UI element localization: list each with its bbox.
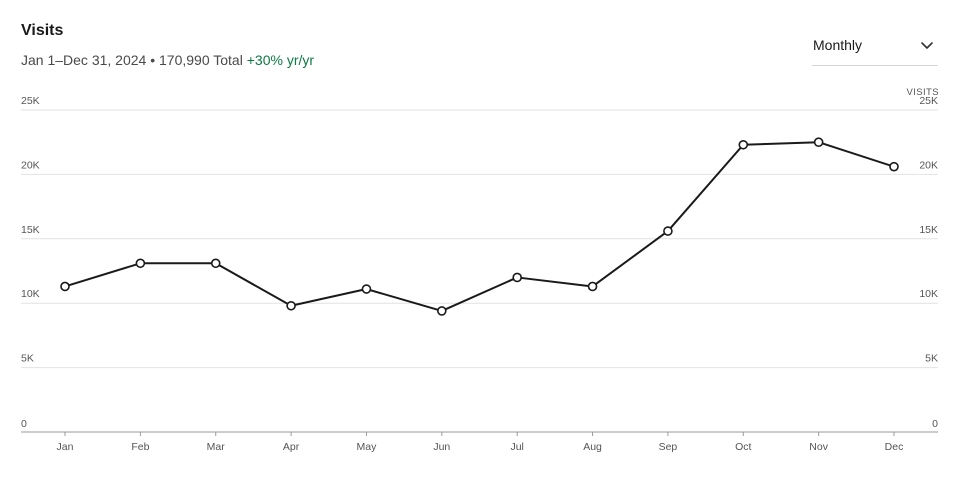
y-tick-label-left: 0 <box>21 418 27 430</box>
y-tick-label-right: 10K <box>919 288 938 300</box>
period-select[interactable]: Monthly <box>812 28 938 66</box>
y-tick-label-right: 20K <box>919 159 938 171</box>
chevron-down-icon <box>921 42 933 49</box>
date-range: Jan 1–Dec 31, 2024 <box>21 52 147 68</box>
y-tick-label-left: 10K <box>21 288 40 300</box>
x-tick-label: Mar <box>207 441 226 453</box>
data-point <box>437 306 447 316</box>
x-tick-label: Jan <box>57 441 74 453</box>
x-tick-label: Sep <box>659 441 678 453</box>
data-point <box>361 284 372 294</box>
data-point <box>813 137 824 147</box>
y-tick-label-right: 25K <box>919 95 938 107</box>
x-tick-label: Jul <box>510 441 523 453</box>
x-tick-label: Oct <box>735 441 751 453</box>
data-points <box>60 137 899 316</box>
x-tick-label: Dec <box>885 441 904 453</box>
data-point <box>738 139 749 150</box>
y-tick-label-left: 20K <box>21 159 40 171</box>
data-point <box>60 281 70 292</box>
growth-indicator: +30% yr/yr <box>246 52 315 68</box>
data-point <box>663 226 673 236</box>
series-line <box>64 141 895 312</box>
y-tick-label-left: 5K <box>21 353 34 365</box>
x-tick-label: Apr <box>283 441 300 453</box>
data-point <box>512 272 522 283</box>
y-tick-label-right: 0 <box>932 418 938 430</box>
x-tick-label: Feb <box>131 441 149 453</box>
grid-lines <box>21 109 938 369</box>
right-axis-title: VISITS <box>906 87 939 98</box>
chart-title: Visits <box>21 22 64 39</box>
data-point <box>210 258 221 269</box>
period-select-value: Monthly <box>813 37 863 53</box>
x-tick-label: Jun <box>433 441 450 453</box>
y-tick-label-right: 15K <box>919 224 938 236</box>
x-tick-label: Aug <box>583 441 602 453</box>
y-tick-label-right: 5K <box>925 353 938 365</box>
data-point <box>889 161 899 172</box>
data-point <box>135 258 146 269</box>
separator-dot: • <box>150 52 156 68</box>
data-point <box>587 281 598 292</box>
data-point <box>286 300 296 311</box>
total-visits: 170,990 Total <box>159 52 243 68</box>
x-tick-label: Nov <box>809 441 828 453</box>
y-tick-label-left: 15K <box>21 224 40 236</box>
chart-subtitle: Jan 1–Dec 31, 2024 • 170,990 Total +30% … <box>21 52 314 68</box>
x-tick-label: May <box>357 441 378 453</box>
y-tick-label-left: 25K <box>21 95 40 107</box>
axes: 0 0 5K 5K 10K 10K 15K 15K 20K 20K 25K 25K Jan Feb Mar A… <box>21 95 938 453</box>
series-line <box>64 141 895 312</box>
